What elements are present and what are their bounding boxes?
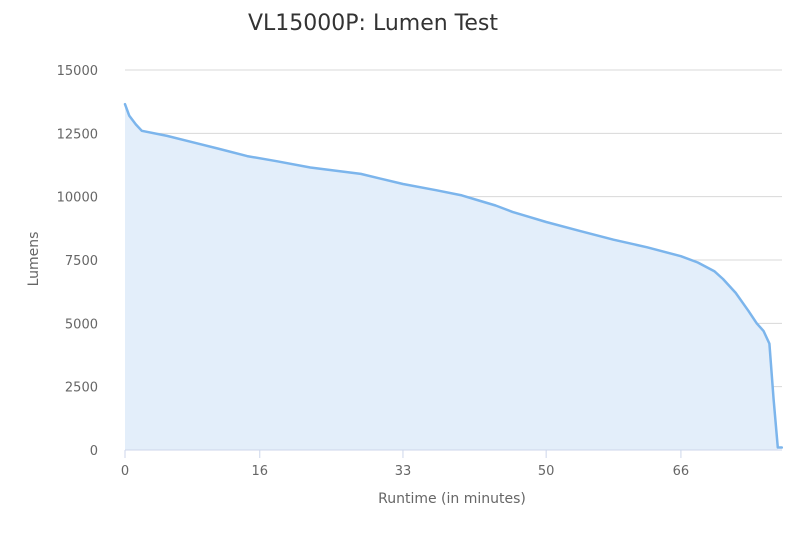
y-tick-label: 5000 <box>65 317 98 332</box>
area-layer <box>123 102 784 450</box>
y-tick-label: 0 <box>90 444 98 459</box>
y-tick-label: 10000 <box>57 191 98 206</box>
x-tick-label: 33 <box>395 464 412 479</box>
chart-title: VL15000P: Lumen Test <box>248 11 498 36</box>
y-tick-label: 7500 <box>65 254 98 269</box>
y-axis-tick-labels: 0 2500 5000 7500 10000 12500 15000 <box>57 64 98 459</box>
y-tick-label: 12500 <box>57 127 98 142</box>
area-fill <box>125 104 778 450</box>
x-axis-tick-labels: 0 16 33 50 66 <box>121 464 689 479</box>
series-line <box>123 102 784 449</box>
x-tick-label: 66 <box>673 464 690 479</box>
x-tick-label: 50 <box>538 464 555 479</box>
y-axis-title: Lumens <box>26 232 42 287</box>
y-tick-label: 2500 <box>65 381 98 396</box>
x-axis <box>124 449 782 458</box>
x-axis-title: Runtime (in minutes) <box>378 491 526 507</box>
x-tick-label: 0 <box>121 464 129 479</box>
y-tick-label: 15000 <box>57 64 98 79</box>
x-tick-label: 16 <box>251 464 268 479</box>
